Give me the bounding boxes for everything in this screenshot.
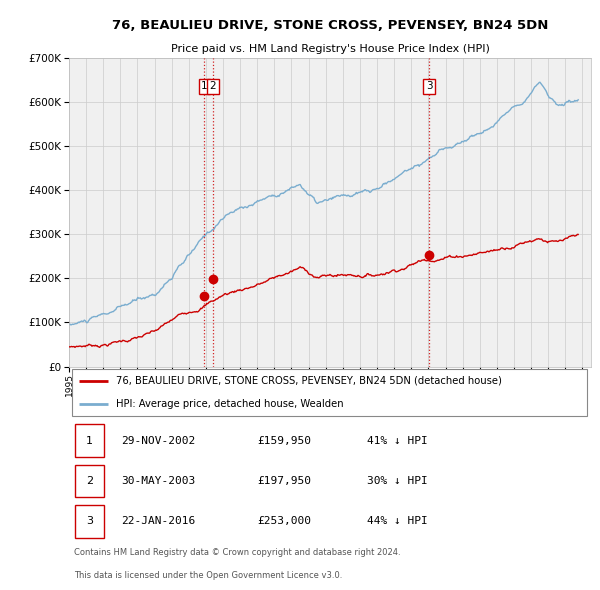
Text: 3: 3 <box>426 81 433 91</box>
Text: 30-MAY-2003: 30-MAY-2003 <box>121 476 196 486</box>
Text: 44% ↓ HPI: 44% ↓ HPI <box>367 516 427 526</box>
Text: 2: 2 <box>209 81 216 91</box>
Text: £159,950: £159,950 <box>257 436 311 446</box>
Text: Contains HM Land Registry data © Crown copyright and database right 2024.: Contains HM Land Registry data © Crown c… <box>74 548 401 558</box>
Text: Price paid vs. HM Land Registry's House Price Index (HPI): Price paid vs. HM Land Registry's House … <box>170 44 490 54</box>
Text: 76, BEAULIEU DRIVE, STONE CROSS, PEVENSEY, BN24 5DN: 76, BEAULIEU DRIVE, STONE CROSS, PEVENSE… <box>112 19 548 32</box>
Text: 76, BEAULIEU DRIVE, STONE CROSS, PEVENSEY, BN24 5DN (detached house): 76, BEAULIEU DRIVE, STONE CROSS, PEVENSE… <box>116 375 502 385</box>
Text: 2: 2 <box>86 476 93 486</box>
Text: This data is licensed under the Open Government Licence v3.0.: This data is licensed under the Open Gov… <box>74 571 343 580</box>
FancyBboxPatch shape <box>71 369 587 416</box>
Text: 1: 1 <box>201 81 208 91</box>
Text: 1: 1 <box>86 436 93 446</box>
FancyBboxPatch shape <box>75 424 104 457</box>
Text: 30% ↓ HPI: 30% ↓ HPI <box>367 476 427 486</box>
Text: 22-JAN-2016: 22-JAN-2016 <box>121 516 196 526</box>
FancyBboxPatch shape <box>75 505 104 537</box>
Text: HPI: Average price, detached house, Wealden: HPI: Average price, detached house, Weal… <box>116 399 344 409</box>
Text: £253,000: £253,000 <box>257 516 311 526</box>
Text: 3: 3 <box>86 516 93 526</box>
Text: 41% ↓ HPI: 41% ↓ HPI <box>367 436 427 446</box>
FancyBboxPatch shape <box>75 465 104 497</box>
Text: £197,950: £197,950 <box>257 476 311 486</box>
Text: 29-NOV-2002: 29-NOV-2002 <box>121 436 196 446</box>
